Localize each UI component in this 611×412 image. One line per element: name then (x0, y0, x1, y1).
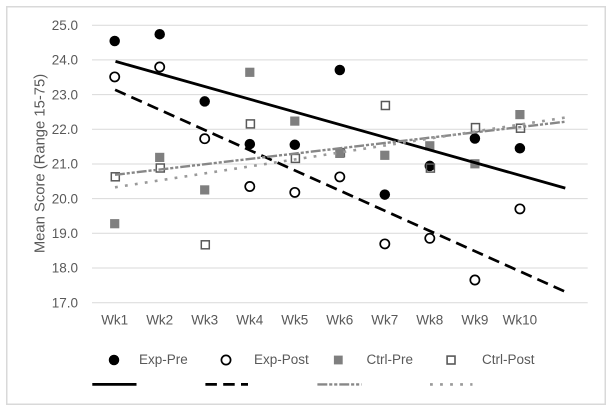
svg-text:Wk10: Wk10 (503, 313, 538, 328)
svg-text:Wk4: Wk4 (236, 313, 263, 328)
svg-text:22.0: 22.0 (52, 122, 78, 137)
svg-text:Wk9: Wk9 (461, 313, 488, 328)
svg-text:Mean Score (Range 15-75): Mean Score (Range 15-75) (33, 74, 49, 253)
svg-text:Wk7: Wk7 (371, 313, 398, 328)
svg-text:24.0: 24.0 (52, 53, 78, 68)
svg-text:17.0: 17.0 (52, 295, 78, 310)
svg-text:23.0: 23.0 (52, 87, 78, 102)
svg-text:25.0: 25.0 (52, 18, 78, 33)
svg-text:18.0: 18.0 (52, 261, 78, 276)
svg-text:Ctrl-Post: Ctrl-Post (482, 352, 535, 367)
svg-text:Exp-Post: Exp-Post (254, 352, 309, 367)
svg-text:Wk3: Wk3 (191, 313, 218, 328)
svg-text:Exp-Pre: Exp-Pre (139, 352, 188, 367)
svg-text:Wk2: Wk2 (146, 313, 173, 328)
svg-text:19.0: 19.0 (52, 226, 78, 241)
svg-text:21.0: 21.0 (52, 157, 78, 172)
svg-text:Wk5: Wk5 (281, 313, 308, 328)
svg-text:Wk1: Wk1 (101, 313, 128, 328)
svg-text:20.0: 20.0 (52, 191, 78, 206)
svg-text:Wk6: Wk6 (326, 313, 353, 328)
svg-text:Ctrl-Pre: Ctrl-Pre (367, 352, 414, 367)
svg-text:Wk8: Wk8 (416, 313, 443, 328)
